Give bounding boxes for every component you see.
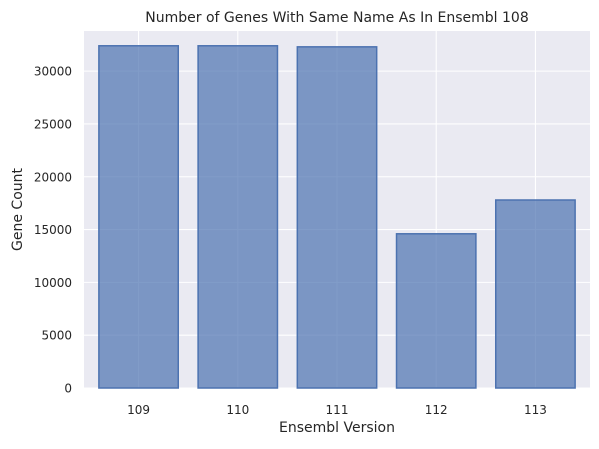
x-tick-labels: 109 110 111 112 113 (127, 403, 547, 417)
x-tick-label: 112 (425, 403, 448, 417)
x-tick-label: 110 (226, 403, 249, 417)
bars (98, 45, 576, 389)
y-tick-label: 0 (64, 382, 72, 396)
y-tick-labels: 0 5000 10000 15000 20000 25000 30000 (34, 65, 72, 396)
y-tick-label: 25000 (34, 117, 72, 131)
y-tick-label: 30000 (34, 65, 72, 79)
bar-111 (296, 46, 378, 389)
y-tick-label: 20000 (34, 170, 72, 184)
y-tick-label: 10000 (34, 276, 72, 290)
y-axis-label: Gene Count (10, 168, 26, 251)
bar-110 (197, 45, 279, 389)
x-tick-label: 109 (127, 403, 150, 417)
bar-109 (98, 45, 180, 389)
x-axis-label: Ensembl Version (279, 420, 395, 436)
chart-title: Number of Genes With Same Name As In Ens… (145, 10, 528, 26)
bar-112 (395, 233, 477, 389)
x-tick-label: 113 (524, 403, 547, 417)
y-tick-label: 15000 (34, 223, 72, 237)
y-tick-label: 5000 (41, 329, 72, 343)
x-tick-label: 111 (326, 403, 349, 417)
bar-113 (494, 199, 576, 389)
